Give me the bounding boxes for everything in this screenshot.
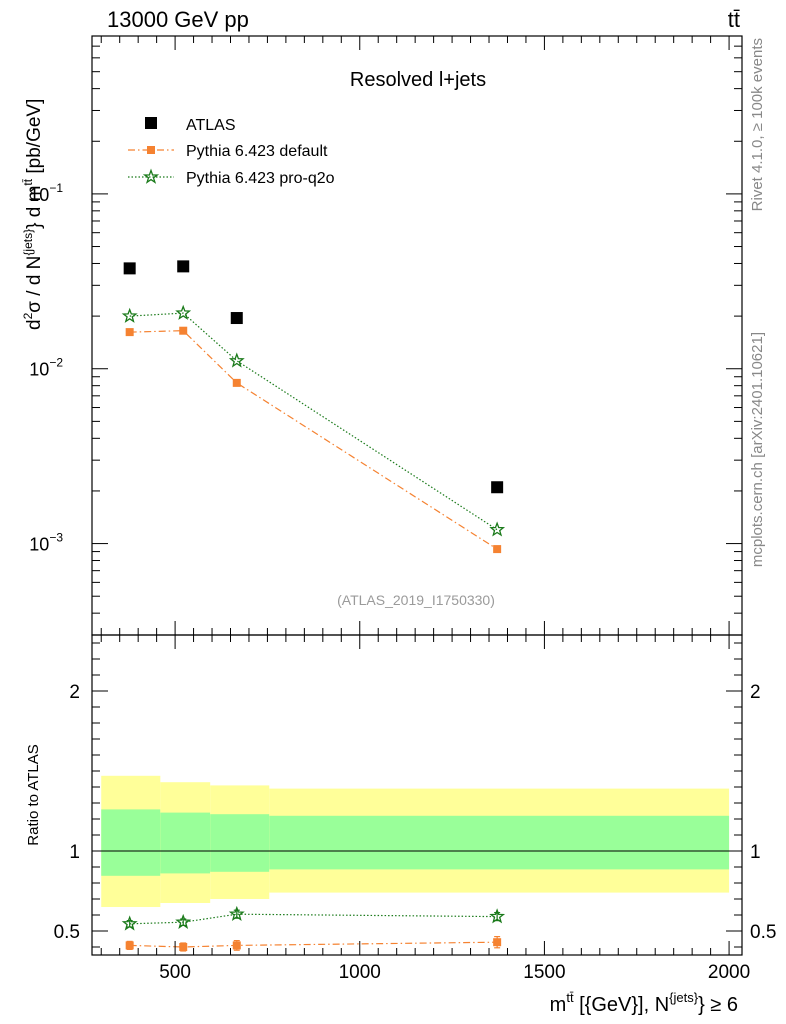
- ratio-default-point: [232, 941, 241, 950]
- legend-atlas-marker: [145, 117, 157, 129]
- ratio-default-point: [179, 943, 188, 951]
- ratio-x-tick-label: 500: [159, 962, 191, 983]
- analysis-tag: (ATLAS_2019_I1750330): [337, 592, 495, 608]
- ratio-proq2o-point: [489, 908, 506, 924]
- atlas-data-point: [230, 312, 243, 325]
- atlas-data-point: [123, 262, 136, 275]
- ratio-proq2o-point: [228, 905, 245, 922]
- ylabel-sup-jets: {jets}: [21, 229, 35, 256]
- ratio-x-axis-label: mtt̄ [{GeV}], N{jets}} ≥ 6: [550, 990, 738, 1016]
- ylabel-d: d: [24, 319, 45, 330]
- main-y-tick-exponent: −2: [49, 356, 63, 370]
- main-y-tick-base: 10: [29, 185, 49, 205]
- atlas-data-point: [177, 260, 190, 273]
- ylabel-dm: } d m: [24, 186, 45, 229]
- ratio-default-point: [125, 941, 134, 950]
- xlabel-units: [{GeV}], N: [574, 994, 670, 1016]
- pythia-proq2o-point: [228, 352, 245, 368]
- main-panel: 10−110−210−3 Resolved l+jets ATLAS Pythi…: [21, 35, 743, 636]
- legend-proq2o-label: Pythia 6.423 pro-q2o: [186, 170, 335, 187]
- ratio-series-line-0: [129, 941, 498, 948]
- ratio-x-tick-label: 2000: [708, 962, 750, 983]
- ratio-y-tick-label-left: 1: [69, 842, 80, 863]
- main-y-tick-label: 10−3: [29, 531, 63, 555]
- pythia-default-point: [125, 328, 134, 337]
- main-y-tick-base: 10: [29, 535, 49, 555]
- ylabel-sigma: σ / d N: [24, 256, 45, 313]
- pythia-default-point: [493, 545, 502, 554]
- ratio-band-green-2: [210, 814, 270, 872]
- xlabel-cut: } ≥ 6: [698, 994, 738, 1016]
- rivet-label: Rivet 4.1.0, ≥ 100k events: [749, 38, 766, 211]
- ratio-y-tick-label-right: 1: [750, 842, 761, 863]
- main-series-line-2: [129, 312, 498, 531]
- ratio-series: [121, 905, 506, 952]
- ylabel-sup-tt: tt̄: [21, 178, 35, 185]
- xlabel-sup-jets: {jets}: [669, 990, 699, 1005]
- legend-default-label: Pythia 6.423 default: [186, 143, 328, 160]
- ratio-band-green-1: [160, 812, 211, 874]
- ratio-y-tick-label-right: 2: [750, 682, 761, 703]
- process-label: tt̄: [728, 7, 740, 32]
- ratio-y-tick-label-left: 2: [69, 682, 80, 703]
- legend: ATLAS Pythia 6.423 default Pythia 6.423 …: [128, 117, 335, 187]
- ratio-default-point: [493, 938, 502, 947]
- ratio-y-axis-label: Ratio to ATLAS: [25, 744, 42, 845]
- main-series-line-1: [129, 330, 498, 550]
- ratio-panel: 0.5 0.5 1 1 2 2 500 1000 1500 2000 Ratio to ATLAS…: [25, 634, 777, 1016]
- main-y-tick-label: 10−1: [29, 181, 63, 205]
- main-axis-ticks: [92, 35, 742, 636]
- pythia-default-point: [232, 378, 241, 387]
- ylabel-units: [pb/GeV]: [24, 99, 45, 179]
- main-y-tick-exponent: −3: [49, 531, 63, 545]
- legend-proq2o-marker: [142, 168, 160, 184]
- ratio-y-tick-label-right: 0.5: [750, 922, 776, 943]
- main-title: Resolved l+jets: [350, 69, 486, 91]
- ylabel-sup-2: 2: [21, 312, 35, 319]
- ratio-axis-ticks: [92, 635, 742, 955]
- ratio-band-green-3: [269, 815, 730, 870]
- atlas-data-point: [491, 481, 504, 494]
- ratio-proq2o-point: [121, 915, 138, 931]
- main-y-axis-label: d2σ / d N{jets}} d mtt̄ [pb/GeV]: [21, 99, 45, 330]
- main-y-tick-labels: 10−110−210−3: [29, 181, 63, 555]
- ratio-proq2o-point: [175, 913, 192, 930]
- main-y-tick-label: 10−2: [29, 356, 63, 380]
- pythia-proq2o-point: [175, 304, 192, 320]
- xlabel-m: m: [550, 994, 567, 1016]
- ratio-tick-labels: 0.5 0.5 1 1 2 2 500 1000 1500 2000: [54, 682, 777, 983]
- ratio-band-green-0: [101, 809, 161, 876]
- ratio-uncertainty-bands: [101, 775, 730, 907]
- ratio-series-line-1: [129, 913, 498, 925]
- process-main: tt: [728, 7, 740, 32]
- main-y-tick-exponent: −1: [49, 181, 63, 195]
- legend-default-marker: [147, 146, 155, 154]
- mcplots-label: mcplots.cern.ch [arXiv:2401.10621]: [749, 332, 766, 567]
- ratio-x-tick-label: 1500: [523, 962, 565, 983]
- ratio-y-tick-label-left: 0.5: [54, 922, 80, 943]
- pythia-default-point: [179, 326, 188, 335]
- pythia-proq2o-point: [489, 521, 506, 537]
- energy-label: 13000 GeV pp: [107, 7, 249, 32]
- main-series: [121, 260, 506, 554]
- legend-atlas-label: ATLAS: [186, 117, 236, 134]
- main-y-tick-base: 10: [29, 360, 49, 380]
- pythia-proq2o-point: [121, 307, 138, 323]
- ratio-x-tick-label: 1000: [339, 962, 381, 983]
- xlabel-sup-tt: tt̄: [566, 990, 574, 1005]
- ratio-plot-frame: [91, 634, 743, 956]
